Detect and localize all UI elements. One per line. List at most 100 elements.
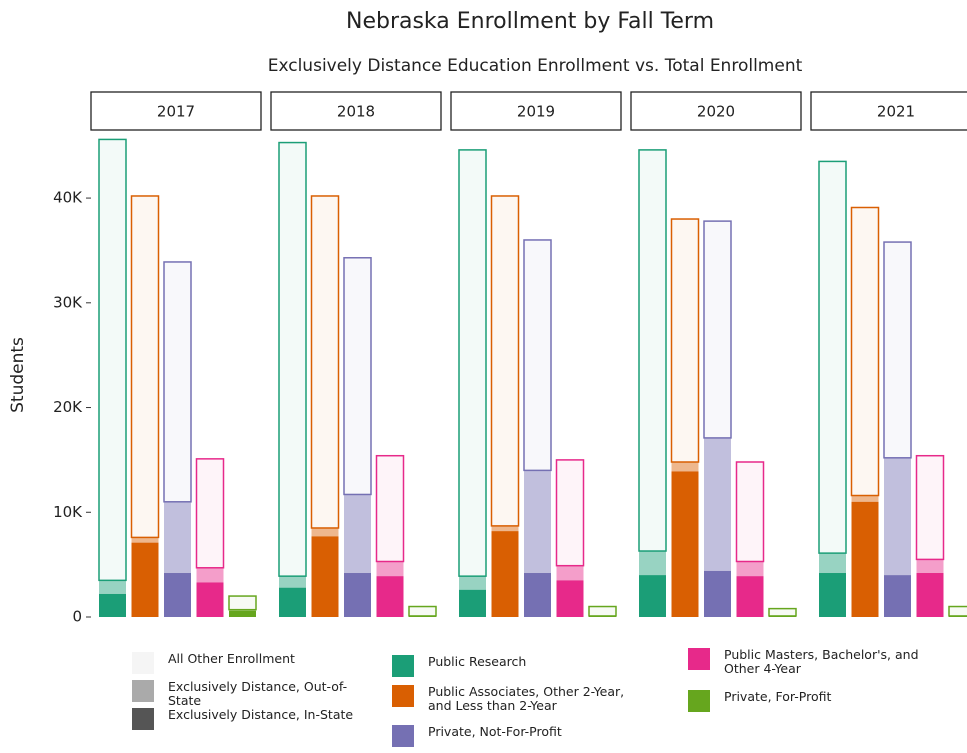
y-axis-label: Students bbox=[8, 337, 28, 413]
bar-segment bbox=[736, 576, 764, 617]
bar-segment bbox=[915, 454, 945, 561]
bar-segment bbox=[196, 582, 224, 617]
legend-label: Private, Not-For-Profit bbox=[428, 724, 562, 739]
bar-segment bbox=[196, 567, 224, 583]
strip-label: 2019 bbox=[517, 103, 555, 121]
bar-segment bbox=[851, 501, 879, 617]
legend-swatch bbox=[132, 652, 154, 674]
bar-segment bbox=[228, 595, 257, 611]
legend-label: Public Associates, Other 2-Year, and Les… bbox=[428, 684, 625, 713]
legend-item: Private, For-Profit bbox=[688, 690, 954, 712]
bar-segment bbox=[311, 527, 339, 537]
y-tick-label: 30K bbox=[53, 293, 83, 311]
bar-segment bbox=[163, 261, 192, 503]
bar-segment bbox=[195, 458, 225, 569]
bar-segment bbox=[851, 495, 879, 502]
chart-subtitle: Exclusively Distance Education Enrollmen… bbox=[268, 56, 803, 76]
chart-title: Nebraska Enrollment by Fall Term bbox=[346, 9, 714, 34]
strip-box bbox=[90, 91, 262, 131]
bar-segment bbox=[671, 461, 699, 472]
bar-segment bbox=[703, 220, 732, 439]
bar-segment bbox=[376, 561, 404, 577]
legend-swatch bbox=[132, 680, 154, 702]
y-tick-label: 40K bbox=[53, 189, 83, 207]
bar-segment bbox=[311, 536, 339, 617]
bar-segment bbox=[556, 565, 584, 581]
strip-box bbox=[270, 91, 442, 131]
strip-box bbox=[630, 91, 802, 131]
legend-item: Private, Not-For-Profit bbox=[392, 725, 658, 747]
bar-segment bbox=[310, 195, 340, 529]
strip-label: 2020 bbox=[697, 103, 735, 121]
bar-segment bbox=[343, 257, 372, 496]
bar-segment bbox=[458, 149, 487, 577]
bar-segment bbox=[556, 580, 584, 617]
bar-segment bbox=[491, 525, 519, 532]
bar-segment bbox=[98, 138, 127, 582]
legend-item: All Other Enrollment bbox=[132, 652, 358, 674]
strip-label: 2021 bbox=[877, 103, 915, 121]
bar-segment bbox=[279, 576, 306, 588]
legend-item: Public Masters, Bachelor's, and Other 4-… bbox=[688, 648, 954, 676]
legend-label: Exclusively Distance, Out-of-State bbox=[168, 679, 348, 708]
legend-swatch bbox=[392, 685, 414, 707]
bar-segment bbox=[671, 471, 699, 617]
legend-label: Public Research bbox=[428, 654, 527, 669]
bar-segment bbox=[883, 241, 912, 459]
bar-segment bbox=[99, 580, 126, 594]
bar-segment bbox=[884, 457, 911, 576]
bar-segment bbox=[229, 610, 256, 617]
bar-segment bbox=[408, 605, 437, 617]
bar-segment bbox=[670, 218, 700, 463]
bar-segment bbox=[523, 239, 552, 472]
strip-label: 2017 bbox=[157, 103, 195, 121]
bar-segment bbox=[736, 561, 764, 577]
bar-segment bbox=[588, 605, 617, 617]
bar-segment bbox=[884, 575, 911, 617]
bar-segment bbox=[704, 437, 731, 571]
y-tick-label: 10K bbox=[53, 503, 83, 521]
legend-item: Exclusively Distance, Out-of-State bbox=[132, 680, 358, 708]
bar-segment bbox=[164, 573, 191, 617]
y-tick-label: 0 bbox=[72, 608, 82, 626]
bar-segment bbox=[639, 575, 666, 617]
legend-item: Exclusively Distance, In-State bbox=[132, 708, 358, 730]
bar-segment bbox=[524, 470, 551, 574]
bar-segment bbox=[130, 195, 160, 539]
legend-swatch bbox=[688, 648, 710, 670]
bar-segment bbox=[344, 573, 371, 617]
bar-segment bbox=[278, 141, 307, 577]
bar-segment bbox=[916, 573, 944, 617]
bar-segment bbox=[704, 570, 731, 617]
legend-label: Public Masters, Bachelor's, and Other 4-… bbox=[724, 647, 919, 676]
bar-segment bbox=[916, 559, 944, 574]
bar-segment bbox=[491, 531, 519, 617]
bar-segment bbox=[819, 573, 846, 617]
bar-segment bbox=[490, 195, 520, 527]
bar-segment bbox=[344, 494, 371, 574]
bar-segment bbox=[850, 206, 880, 497]
bar-segment bbox=[131, 537, 159, 543]
bar-segment bbox=[459, 589, 486, 617]
bar-segment bbox=[376, 576, 404, 617]
bar-segment bbox=[459, 576, 486, 590]
legend-swatch bbox=[132, 708, 154, 730]
strip-box bbox=[810, 91, 967, 131]
bar-segment bbox=[279, 587, 306, 617]
bar-segment bbox=[524, 573, 551, 617]
strip-box bbox=[450, 91, 622, 131]
legend-label: All Other Enrollment bbox=[168, 651, 295, 666]
legend-label: Private, For-Profit bbox=[724, 689, 832, 704]
bar-segment bbox=[818, 160, 847, 554]
legend-item: Public Research bbox=[392, 655, 658, 677]
bar-segment bbox=[99, 593, 126, 617]
bar-segment bbox=[768, 607, 797, 617]
bar-segment bbox=[555, 459, 585, 567]
y-tick-label: 20K bbox=[53, 398, 83, 416]
bar-segment bbox=[131, 542, 159, 617]
bar-segment bbox=[639, 551, 666, 576]
legend-label: Exclusively Distance, In-State bbox=[168, 707, 354, 722]
strip-label: 2018 bbox=[337, 103, 375, 121]
legend-item: Public Associates, Other 2-Year, and Les… bbox=[392, 685, 628, 713]
